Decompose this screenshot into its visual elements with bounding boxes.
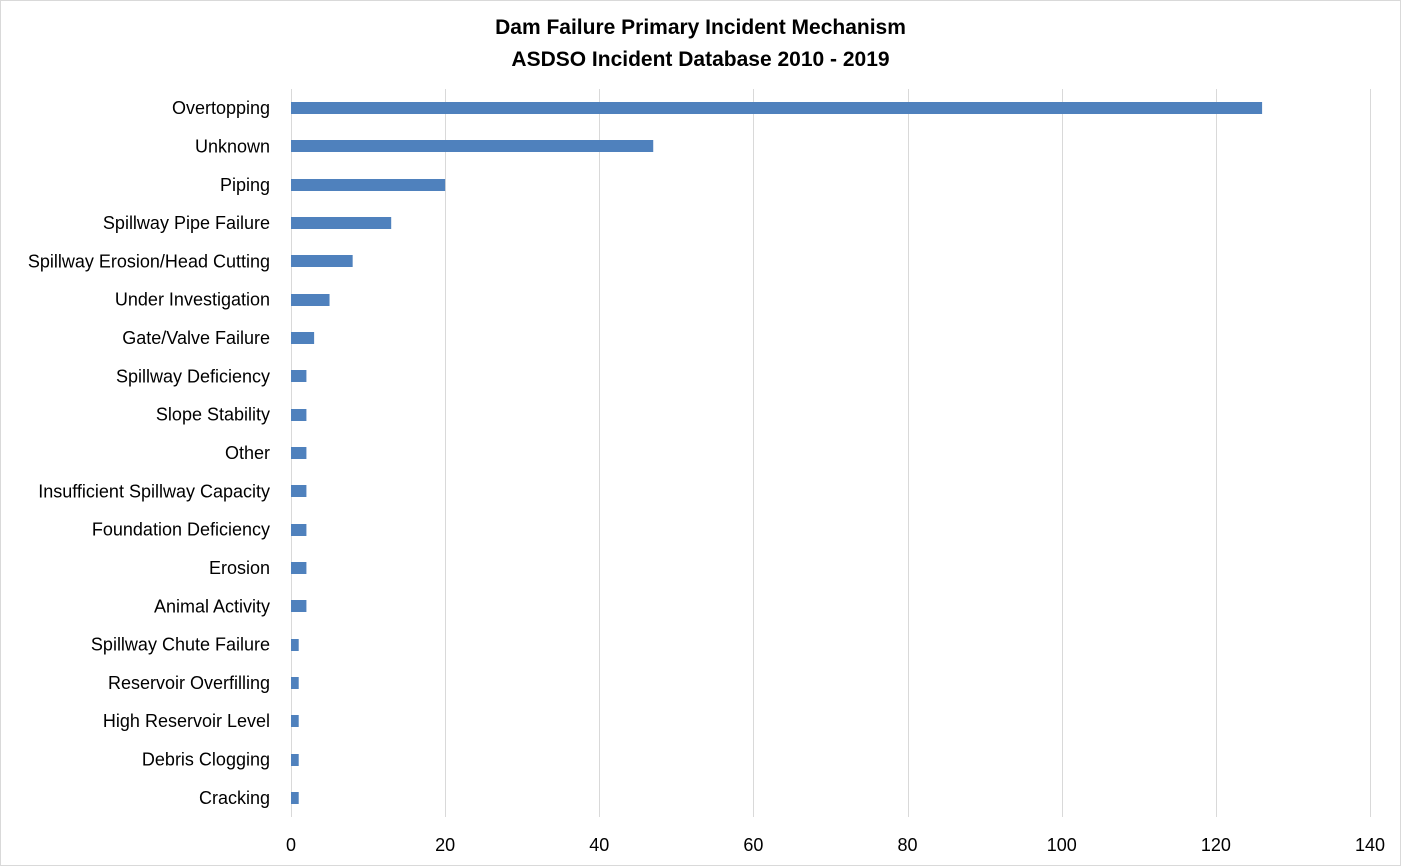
bar — [291, 754, 299, 766]
category-label: Animal Activity — [154, 596, 270, 616]
bar — [291, 792, 299, 804]
x-tick-label: 140 — [1355, 835, 1385, 855]
chart-subtitle: ASDSO Incident Database 2010 - 2019 — [511, 48, 890, 71]
bar — [291, 562, 307, 574]
category-label: Spillway Chute Failure — [91, 635, 270, 655]
category-label: High Reservoir Level — [103, 711, 270, 731]
bar — [291, 677, 299, 689]
category-label: Reservoir Overfilling — [108, 673, 270, 693]
bar — [291, 179, 446, 191]
x-tick-label: 40 — [589, 835, 609, 855]
category-label: Unknown — [195, 136, 270, 156]
x-tick-labels: 0 20 40 60 80 100 120 140 — [286, 835, 1385, 855]
category-label: Insufficient Spillway Capacity — [38, 481, 270, 501]
x-tick-label: 120 — [1201, 835, 1231, 855]
category-label: Under Investigation — [115, 290, 270, 310]
bar — [291, 447, 307, 459]
chart-title-block: Dam Failure Primary Incident Mechanism A… — [0, 12, 1401, 76]
bar — [291, 255, 353, 267]
x-tick-label: 100 — [1047, 835, 1077, 855]
bar — [291, 524, 307, 536]
x-tick-label: 0 — [286, 835, 296, 855]
bars — [291, 102, 1263, 804]
category-label: Overtopping — [172, 98, 270, 118]
bar — [291, 639, 299, 651]
bar — [291, 409, 307, 421]
category-label: Slope Stability — [156, 405, 270, 425]
x-tick-label: 60 — [743, 835, 763, 855]
bar — [291, 485, 307, 497]
bar — [291, 102, 1263, 114]
category-label: Spillway Erosion/Head Cutting — [28, 251, 270, 271]
x-tick-label: 20 — [435, 835, 455, 855]
bar — [291, 600, 307, 612]
category-label: Debris Clogging — [142, 750, 270, 770]
category-label: Cracking — [199, 788, 270, 808]
category-labels: Overtopping Unknown Piping Spillway Pipe Fa… — [28, 98, 270, 808]
category-label: Erosion — [209, 558, 270, 578]
category-label: Gate/Valve Failure — [122, 328, 270, 348]
chart-title: Dam Failure Primary Incident Mechanism — [495, 16, 906, 39]
gridlines — [291, 89, 1371, 817]
bar — [291, 140, 654, 152]
bar — [291, 715, 299, 727]
category-label: Spillway Pipe Failure — [103, 213, 270, 233]
bar — [291, 294, 330, 306]
category-label: Spillway Deficiency — [116, 366, 270, 386]
x-tick-label: 80 — [898, 835, 918, 855]
category-label: Other — [225, 443, 270, 463]
bar — [291, 217, 392, 229]
category-label: Piping — [220, 175, 270, 195]
bar — [291, 370, 307, 382]
bar — [291, 332, 315, 344]
category-label: Foundation Deficiency — [92, 520, 270, 540]
